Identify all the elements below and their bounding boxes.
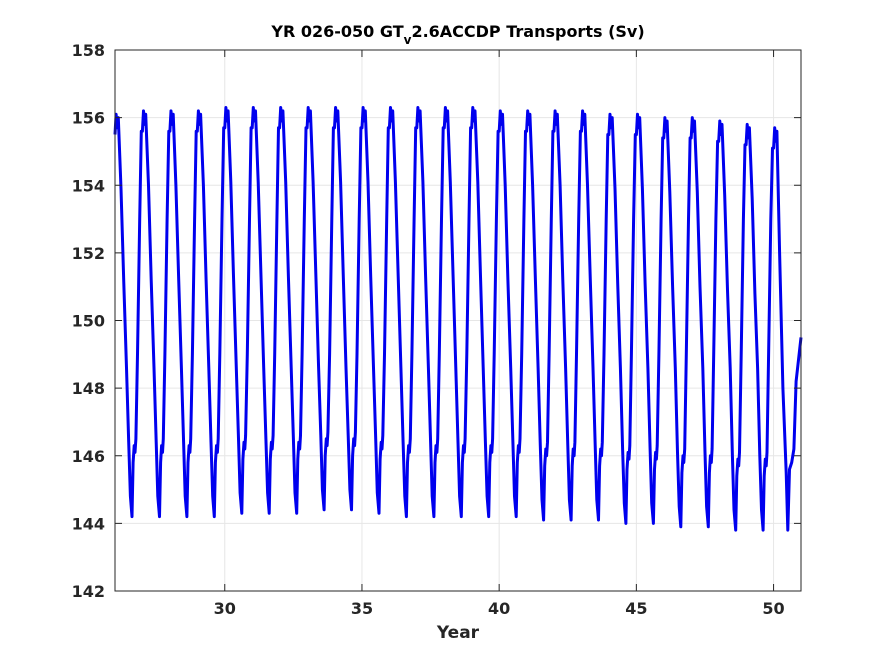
x-tick-label: 40	[488, 599, 510, 618]
chart-title: YR 026-050 GTv2.6ACCDP Transports (Sv)	[270, 22, 644, 47]
chart-title-part2: 2.6ACCDP Transports (Sv)	[411, 22, 644, 41]
y-tick-label: 156	[72, 109, 105, 128]
x-tick-label: 30	[214, 599, 236, 618]
y-tick-label: 144	[72, 514, 105, 533]
y-tick-label: 158	[72, 41, 105, 60]
chart-title-part1: YR 026-050 GT	[270, 22, 403, 41]
x-tick-label: 45	[625, 599, 647, 618]
x-tick-labels: 30 35 40 45 50	[214, 599, 785, 618]
y-tick-label: 154	[72, 176, 105, 195]
x-axis-title: Year	[436, 623, 480, 643]
y-tick-label: 150	[72, 312, 105, 331]
y-tick-label: 146	[72, 447, 105, 466]
y-tick-label: 148	[72, 379, 105, 398]
tick-marks	[115, 49, 801, 592]
y-tick-label: 142	[72, 582, 105, 601]
chart-title-subscript: v	[404, 33, 412, 47]
x-tick-label: 50	[762, 599, 784, 618]
x-tick-label: 35	[351, 599, 373, 618]
y-tick-labels: 142 144 146 148 150 152 154 156 158	[72, 41, 105, 601]
y-tick-label: 152	[72, 244, 105, 263]
series-line-group	[113, 106, 803, 532]
transport-series-line	[113, 106, 803, 532]
